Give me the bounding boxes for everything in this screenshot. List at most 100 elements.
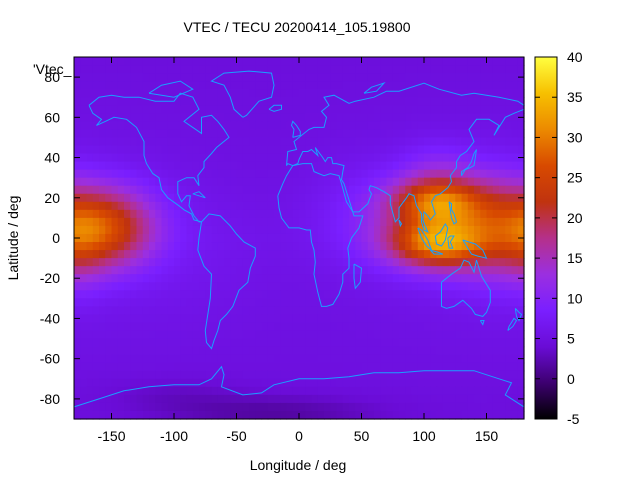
heatmap-cell <box>461 370 469 380</box>
heatmap-cell <box>249 362 256 372</box>
heatmap-cell <box>142 97 150 106</box>
heatmap-cell <box>424 338 431 348</box>
heatmap-cell <box>236 370 244 380</box>
heatmap-cell <box>411 282 419 291</box>
heatmap-cell <box>392 177 400 187</box>
heatmap-cell <box>267 298 275 307</box>
heatmap-cell <box>199 298 206 307</box>
heatmap-cell <box>499 121 506 130</box>
heatmap-cell <box>180 394 188 404</box>
heatmap-cell <box>442 153 450 163</box>
heatmap-cell <box>224 370 231 380</box>
heatmap-cell <box>480 121 488 130</box>
heatmap-cell <box>480 338 488 348</box>
heatmap-cell <box>386 81 394 90</box>
heatmap-cell <box>155 354 163 364</box>
heatmap-cell <box>167 370 175 380</box>
heatmap-cell <box>430 185 438 195</box>
heatmap-cell <box>174 57 181 66</box>
heatmap-cell <box>242 177 250 187</box>
heatmap-cell <box>305 169 313 179</box>
heatmap-cell <box>405 378 413 388</box>
heatmap-cell <box>286 378 294 388</box>
heatmap-cell <box>380 73 388 82</box>
heatmap-cell <box>361 394 369 404</box>
heatmap-cell <box>149 105 156 114</box>
heatmap-cell <box>80 330 88 340</box>
heatmap-cell <box>292 81 300 90</box>
heatmap-cell <box>386 113 394 122</box>
heatmap-cell <box>286 121 294 130</box>
heatmap-cell <box>336 330 344 340</box>
heatmap-cell <box>130 394 138 404</box>
heatmap-cell <box>367 193 375 203</box>
heatmap-cell <box>480 201 488 211</box>
heatmap-cell <box>111 402 119 412</box>
heatmap-cell <box>505 250 513 259</box>
heatmap-cell <box>486 346 494 356</box>
heatmap-cell <box>411 73 419 82</box>
heatmap-cell <box>130 386 138 396</box>
heatmap-cell <box>155 169 163 179</box>
heatmap-cell <box>80 282 88 291</box>
heatmap-cell <box>255 105 263 114</box>
heatmap-cell <box>174 89 181 98</box>
heatmap-cell <box>405 410 413 420</box>
heatmap-cell <box>305 258 313 267</box>
heatmap-cell <box>361 81 369 90</box>
heatmap-cell <box>142 81 150 90</box>
heatmap-cell <box>267 57 275 66</box>
heatmap-cell <box>355 225 363 235</box>
heatmap-cell <box>311 113 319 122</box>
heatmap-cell <box>367 121 375 130</box>
heatmap-cell <box>330 153 338 163</box>
heatmap-cell <box>92 290 100 299</box>
heatmap-cell <box>230 121 238 130</box>
heatmap-cell <box>111 169 119 179</box>
heatmap-cell <box>105 209 113 219</box>
heatmap-cell <box>249 129 256 139</box>
heatmap-cell <box>124 73 131 82</box>
heatmap-cell <box>86 314 94 324</box>
heatmap-cell <box>80 242 88 251</box>
coastline <box>73 365 525 408</box>
heatmap-cell <box>424 402 431 412</box>
heatmap-cell <box>174 217 181 227</box>
heatmap-cell <box>105 402 113 412</box>
heatmap-cell <box>505 402 513 412</box>
heatmap-cell <box>142 330 150 340</box>
heatmap-cell <box>130 250 138 259</box>
heatmap-cell <box>167 145 175 155</box>
heatmap-cell <box>274 209 281 219</box>
heatmap-cell <box>511 394 519 404</box>
heatmap-cell <box>99 209 106 219</box>
heatmap-cell <box>274 410 281 420</box>
heatmap-cell <box>492 354 500 364</box>
heatmap-cell <box>224 386 231 396</box>
heatmap-cell <box>305 386 313 396</box>
heatmap-cell <box>517 105 525 114</box>
heatmap-cell <box>186 354 194 364</box>
heatmap-cell <box>211 185 219 195</box>
heatmap-cell <box>361 322 369 332</box>
heatmap-cell <box>299 346 306 356</box>
heatmap-cell <box>505 169 513 179</box>
heatmap-cell <box>230 201 238 211</box>
heatmap-cell <box>367 217 375 227</box>
heatmap-cell <box>280 137 288 147</box>
heatmap-cell <box>155 306 163 316</box>
heatmap-cell <box>492 290 500 299</box>
heatmap-cell <box>336 258 344 267</box>
heatmap-cell <box>424 73 431 82</box>
heatmap-cell <box>336 73 344 82</box>
heatmap-cell <box>180 193 188 203</box>
heatmap-cell <box>211 137 219 147</box>
heatmap-cell <box>324 73 331 82</box>
heatmap-cell <box>317 209 325 219</box>
heatmap-cell <box>336 113 344 122</box>
heatmap-cell <box>305 73 313 82</box>
heatmap-cell <box>280 354 288 364</box>
heatmap-cell <box>361 370 369 380</box>
heatmap-cell <box>217 105 225 114</box>
heatmap-cell <box>161 362 169 372</box>
